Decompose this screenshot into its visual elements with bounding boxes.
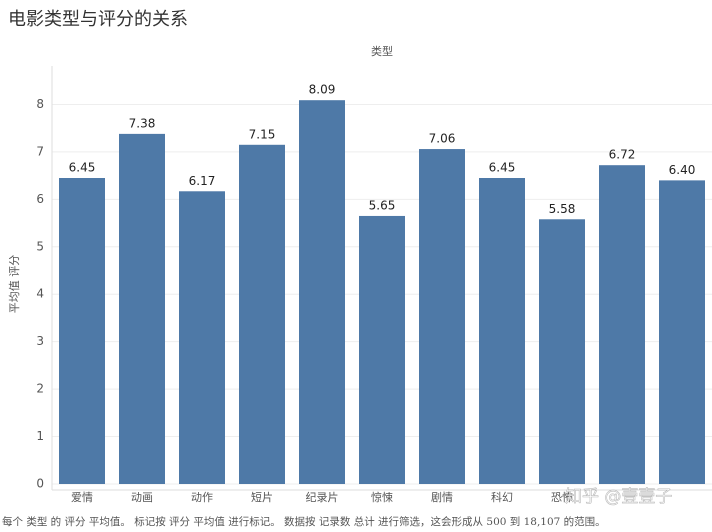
value-label: 6.72	[609, 148, 636, 162]
bar	[119, 133, 165, 484]
bar	[539, 219, 585, 484]
y-tick-label: 7	[36, 144, 44, 158]
y-tick-label: 2	[36, 382, 44, 396]
bar	[299, 100, 345, 485]
value-label: 6.40	[669, 163, 696, 177]
caption: 每个 类型 的 评分 平均值。 标记按 评分 平均值 进行标记。 数据按 记录数…	[2, 515, 606, 528]
x-tick-label: 动画	[131, 491, 153, 504]
value-label: 6.45	[69, 161, 96, 175]
x-tick-label: 恐怖	[551, 490, 573, 504]
bar	[59, 178, 105, 484]
x-tick-label: 剧情	[431, 491, 453, 504]
column-header: 类型	[371, 44, 393, 58]
bar	[179, 191, 225, 484]
x-tick-label: 动作	[191, 491, 213, 504]
y-tick-label: 4	[36, 287, 44, 301]
value-label: 6.45	[489, 161, 516, 175]
x-tick-label: 惊悚	[371, 490, 393, 504]
y-tick-label: 5	[36, 239, 44, 253]
y-tick-label: 3	[36, 334, 44, 348]
value-label: 7.38	[129, 116, 156, 130]
bar	[659, 180, 705, 485]
value-label: 7.15	[249, 127, 276, 141]
x-tick-label: 纪录片	[306, 491, 339, 504]
y-tick-label: 0	[36, 477, 44, 491]
x-tick-label: 爱情	[71, 491, 93, 504]
value-label: 5.65	[369, 198, 396, 212]
value-label: 7.06	[429, 132, 456, 146]
y-tick-label: 6	[36, 192, 44, 206]
bar	[359, 215, 405, 484]
chart-title: 电影类型与评分的关系	[8, 9, 188, 30]
y-tick-label: 8	[36, 97, 44, 111]
y-axis-label: 平均值 评分	[8, 255, 21, 314]
bar	[479, 178, 525, 484]
value-label: 5.58	[549, 202, 576, 216]
x-tick-label: 短片	[251, 490, 273, 504]
bar	[419, 149, 465, 484]
x-tick-label: 科幻	[491, 490, 513, 504]
value-label: 6.17	[189, 174, 216, 188]
watermark: 知乎 @壹壹子	[565, 487, 672, 507]
bar	[599, 165, 645, 484]
value-label: 8.09	[309, 83, 336, 97]
y-tick-label: 1	[36, 429, 44, 443]
bar	[239, 144, 285, 484]
